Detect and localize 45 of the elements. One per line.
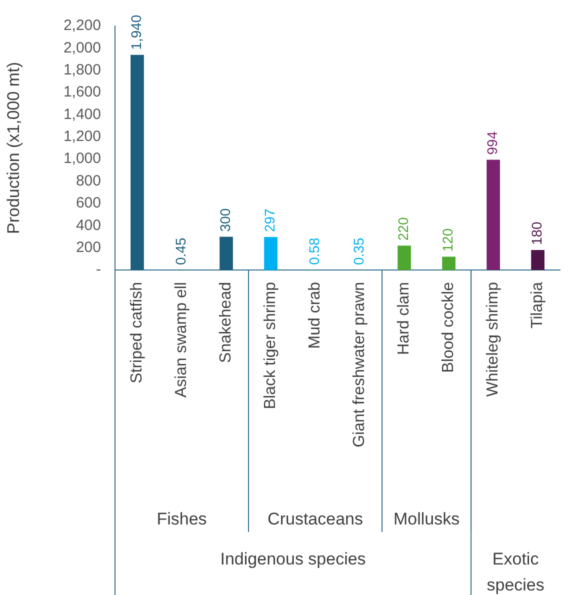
data-label: 220 [395,217,412,241]
y-tick-label: 800 [76,172,101,190]
data-label: 0.35 [350,238,367,265]
x-tick-label: Black tiger shrimp [262,282,280,410]
bar [130,54,144,270]
x-tick-label: Asian swamp ell [173,282,190,398]
data-label: 180 [528,221,545,246]
x-tick-label: Whiteleg shrimp [484,282,502,397]
data-label: 1,940 [128,14,144,50]
data-label: 300 [217,208,234,232]
bar [486,160,500,270]
y-tick-label: 1,800 [63,62,101,79]
text: Fishes [156,510,207,529]
data-label: 297 [262,208,278,232]
data-label: 0.58 [306,237,322,265]
y-tick-label: 1,600 [63,84,101,101]
y-axis-title: Production (x1,000 mt) [4,62,23,234]
text: Crustaceans [268,510,363,529]
bar [531,250,544,270]
text: Mollusks [393,510,460,529]
y-tick-label: 2,000 [63,39,101,56]
y-tick-label: 200 [76,238,101,256]
y-tick-label: - [96,261,101,278]
y-tick-label: 1,000 [63,150,101,168]
y-tick-label: 1,400 [63,106,101,123]
bar [264,237,278,270]
x-tick-label: Striped catfish [128,282,146,384]
x-tick-label: Tilapia [529,282,546,329]
x-tick-label: Giant freshwater prawn [351,282,368,448]
data-label: 0.45 [172,237,189,265]
x-tick-label: Blood cockle [440,282,458,373]
bar [220,236,233,270]
y-tick-label: 400 [76,216,101,234]
y-tick-label: 600 [76,194,101,212]
data-label: 994 [484,131,500,155]
text: Indigenous species [220,550,366,569]
bar [398,246,411,270]
bar [442,256,456,270]
data-label: 120 [440,228,456,252]
text: Exotic species [486,550,544,595]
y-tick-label: 2,200 [63,17,101,34]
x-tick-label: Mud crab [306,282,324,349]
x-tick-label: Snakehead [218,282,235,363]
y-tick-label: 1,200 [63,128,101,146]
x-tick-label: Hard clam [396,282,413,355]
